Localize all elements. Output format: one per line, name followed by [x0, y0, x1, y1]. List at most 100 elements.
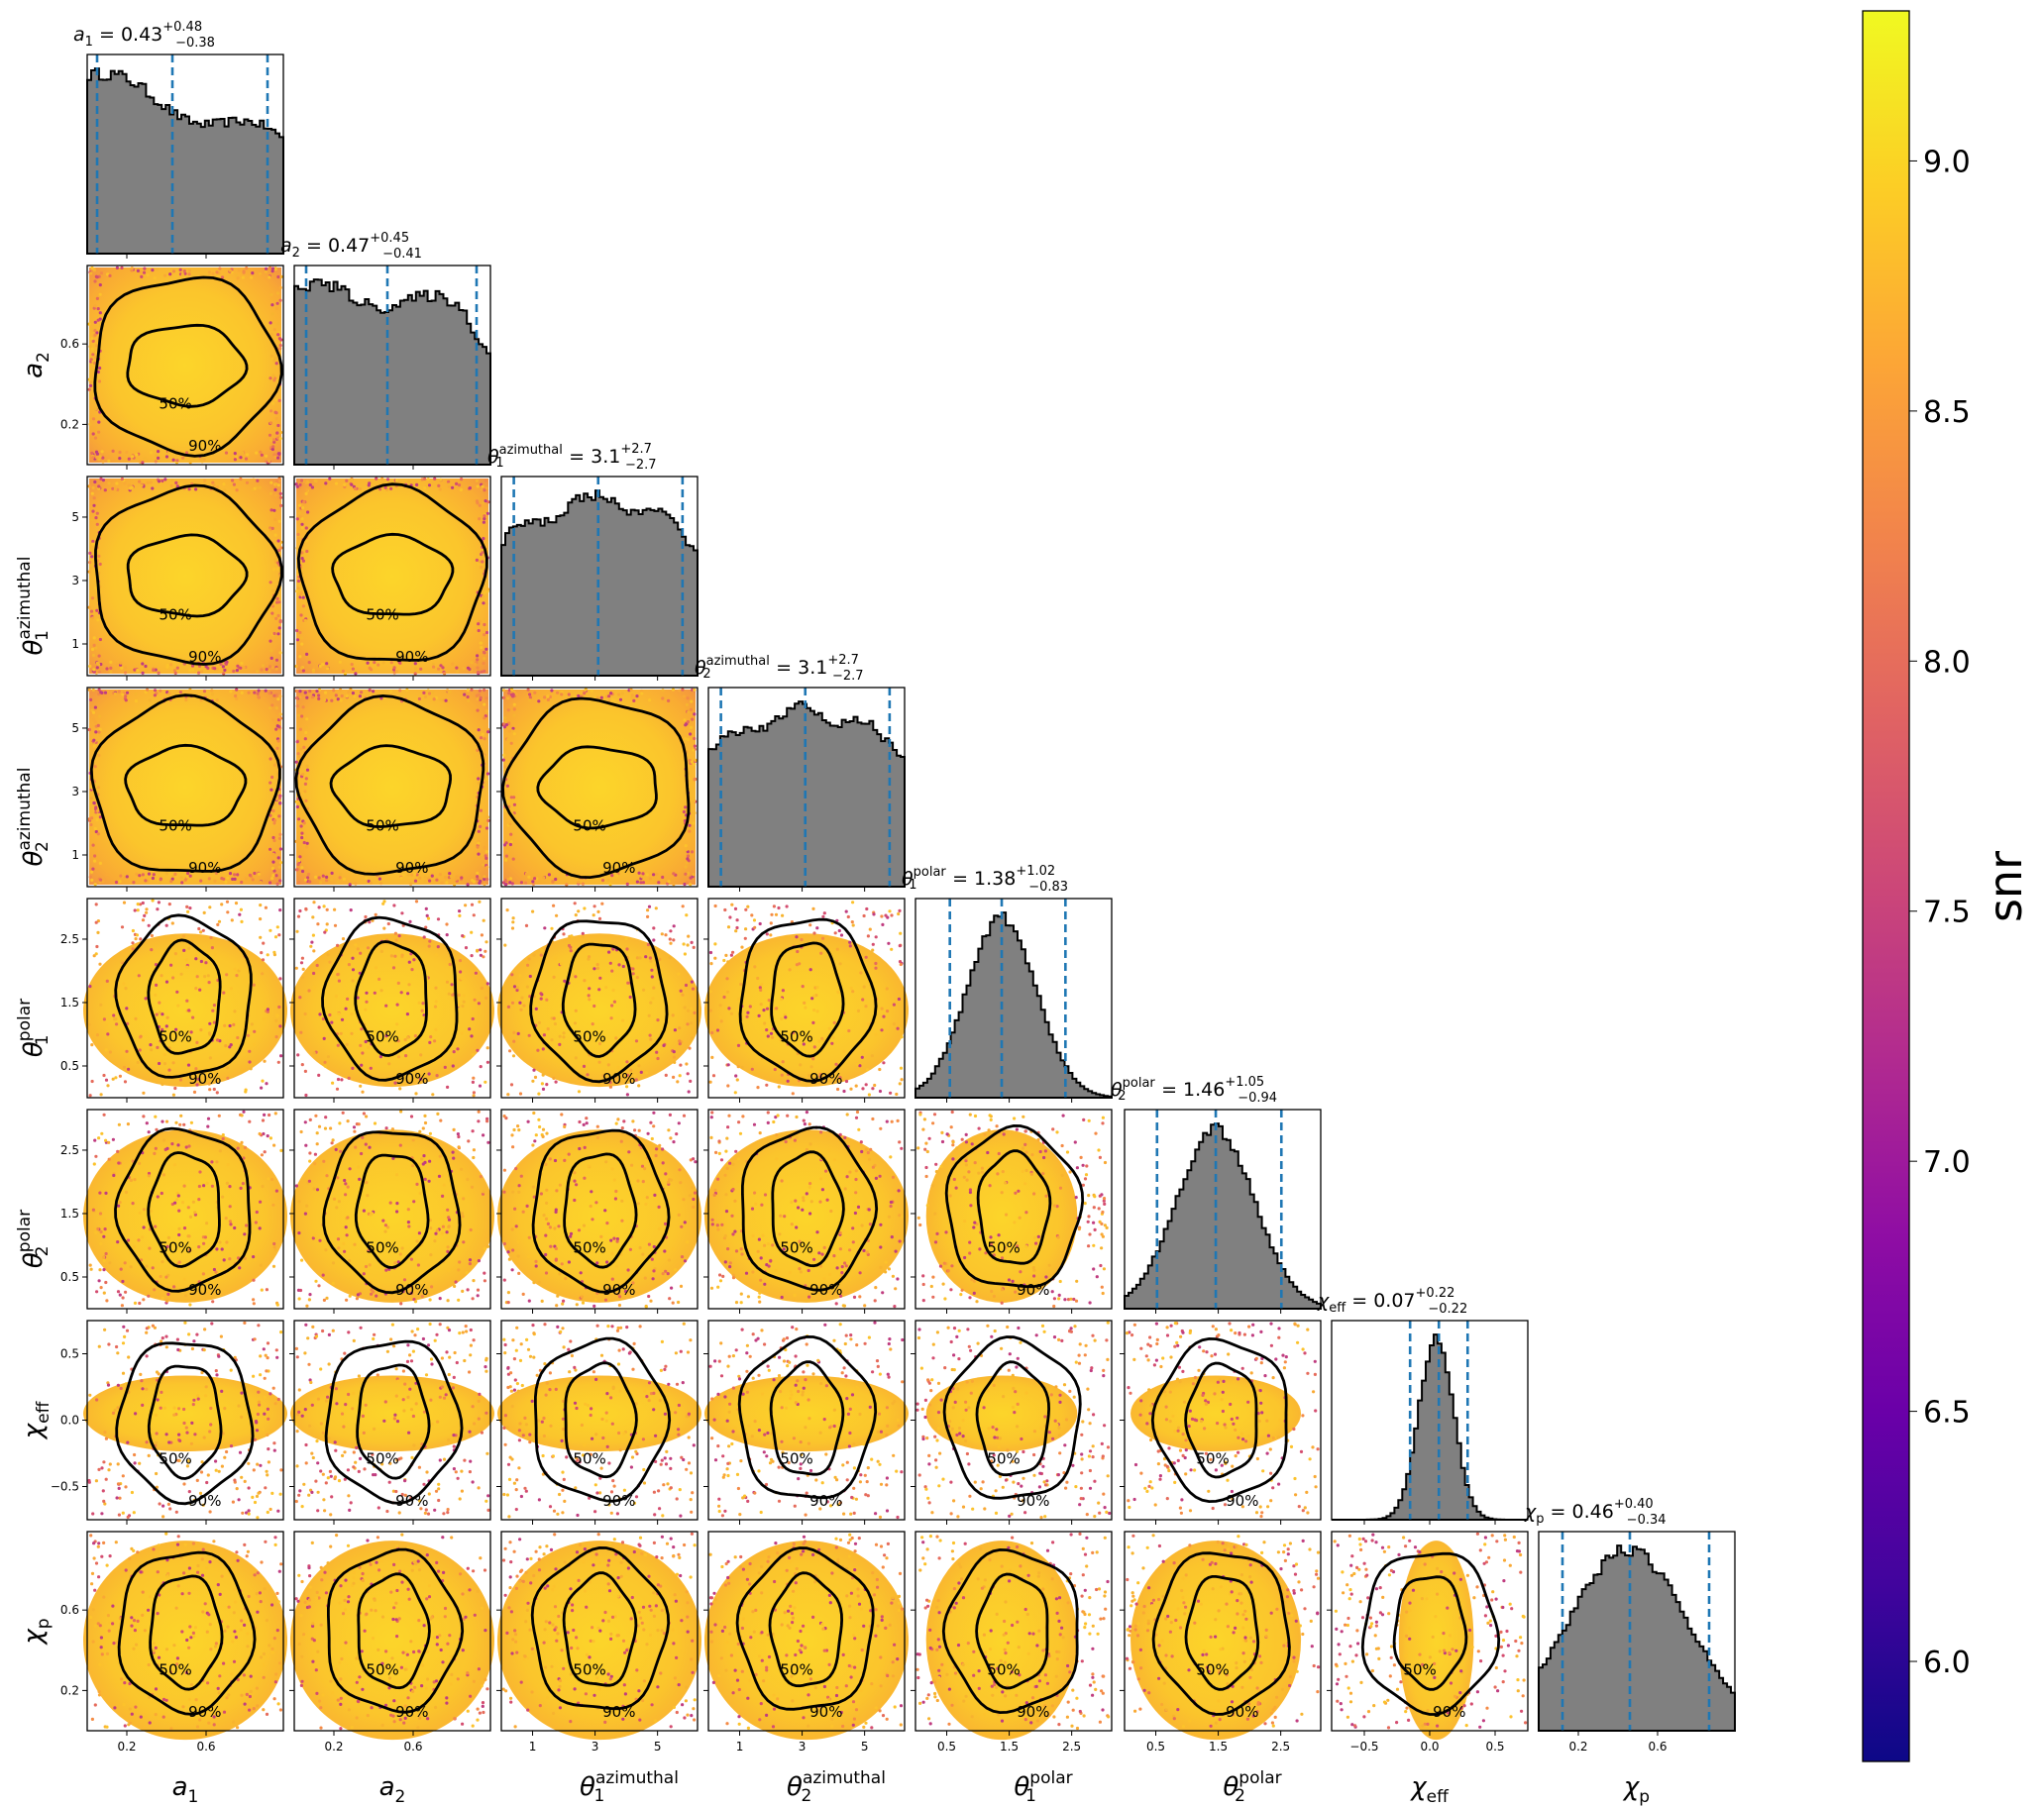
scatter-density: [89, 479, 281, 674]
colorbar: 6.0 6.5 7.0 7.5 8.0 8.5 9.0 snr: [1862, 10, 2032, 1762]
x-axis-label-chi_p: χp: [1622, 1772, 1650, 1807]
x-tick-label: 0.2: [324, 1740, 343, 1754]
contour-90: [735, 1546, 875, 1711]
scatter-chi_eff-vs-theta1_azimuthal: 90% 50%: [496, 1320, 701, 1525]
contour-90: [114, 913, 253, 1079]
contour-label-90: 90%: [188, 1703, 221, 1721]
panel-frame: [293, 898, 491, 1099]
x-tick-label: 1: [736, 1740, 744, 1754]
x-tick-label: 0.6: [196, 1740, 215, 1754]
x-tick-label: −0.5: [1349, 1740, 1378, 1754]
panel-frame: [914, 1531, 1113, 1732]
y-tick-label: 5: [71, 510, 79, 524]
scatter-chi_p-vs-a2: 90% 50% 0.2 0.6: [289, 1531, 494, 1754]
x-tick-label: 1.5: [1209, 1740, 1228, 1754]
panel-frame: [1124, 1109, 1322, 1310]
contour-label-90: 90%: [395, 1281, 428, 1299]
scatter-theta2_polar-vs-theta1_azimuthal: 90% 50%: [496, 1109, 701, 1314]
y-axis-label-a2: a2: [19, 352, 54, 378]
panel-frame: [500, 1109, 699, 1310]
scatter-a2-vs-a1: 90% 50% 0.2 0.6: [60, 265, 284, 470]
histogram-bars: [1538, 1544, 1736, 1732]
histogram-bars: [1332, 1333, 1528, 1521]
scatter-points: [290, 1533, 494, 1741]
contour-90: [117, 1550, 257, 1716]
contour-label-90: 90%: [602, 1703, 635, 1721]
contour-label-50: 50%: [366, 606, 398, 624]
x-axis-label-theta1_azimuthal: θazimuthal 1: [580, 1768, 679, 1806]
contour-label-90: 90%: [395, 1492, 428, 1510]
contour-label-50: 50%: [1196, 1450, 1229, 1468]
contour-90: [114, 1126, 252, 1293]
contour-90: [531, 1128, 671, 1294]
scatter-density: [704, 1129, 909, 1303]
y-tick-label: 0.5: [60, 1059, 79, 1073]
y-tick-label: −0.5: [51, 1480, 79, 1494]
contour-90: [738, 917, 878, 1083]
contour-50: [1184, 1361, 1258, 1479]
scatter-density: [503, 690, 696, 885]
panel-frame: [707, 1109, 906, 1310]
histogram-a2: a2 = 0.47+0.45 −0.41: [280, 231, 491, 470]
y-tick-label: 2.5: [60, 1143, 79, 1157]
panel-frame: [707, 687, 906, 888]
colorbar-tick-label: 6.5: [1923, 1396, 1971, 1431]
contour-label-90: 90%: [1017, 1492, 1049, 1510]
scatter-points: [704, 1110, 909, 1309]
contour-label-50: 50%: [366, 1239, 398, 1257]
panel-frame: [86, 1109, 284, 1310]
panel-title: θazimuthal 2 = 3.1+2.7 −2.7: [695, 653, 864, 684]
contour-50: [126, 533, 249, 618]
y-axis-label-chi_p: χp: [19, 1618, 54, 1646]
scatter-points: [87, 688, 283, 887]
scatter-points: [290, 900, 494, 1098]
y-axis-label-chi_eff: χeff: [19, 1400, 54, 1440]
y-tick-label: 1: [71, 848, 79, 862]
scatter-points: [83, 1321, 287, 1520]
contour-50: [564, 1361, 638, 1479]
scatter-theta1_azimuthal-vs-a1: 90% 50% 1 3 5: [71, 476, 284, 681]
contour-label-90: 90%: [602, 1281, 635, 1299]
scatter-points: [1125, 1322, 1320, 1519]
contour-label-90: 90%: [395, 1070, 428, 1088]
contour-label-50: 50%: [573, 1028, 605, 1046]
contour-90: [321, 915, 459, 1082]
scatter-density: [497, 1375, 701, 1452]
y-axis-label-theta1_polar: θpolar1: [15, 999, 53, 1057]
contour-50: [771, 1150, 845, 1268]
scatter-density: [296, 479, 488, 674]
y-axis-label-theta2_polar: θpolar2: [15, 1210, 53, 1268]
y-tick-label: 1.5: [60, 996, 79, 1010]
contour-50: [975, 1360, 1051, 1477]
contour-90: [529, 919, 669, 1084]
contour-50: [124, 743, 248, 827]
y-tick-label: 5: [71, 721, 79, 735]
contour-label-50: 50%: [366, 1450, 398, 1468]
contour-label-50: 50%: [987, 1661, 1020, 1679]
x-tick-label: 1.5: [1000, 1740, 1019, 1754]
contour-50: [357, 1572, 431, 1690]
histogram-theta2_azimuthal: θazimuthal 2 = 3.1+2.7 −2.7: [695, 653, 906, 892]
x-tick-label: 0.5: [1146, 1740, 1165, 1754]
contour-50: [147, 1151, 221, 1268]
contour-label-90: 90%: [809, 1492, 842, 1510]
contour-90: [1151, 1551, 1291, 1716]
scatter-density: [704, 1375, 909, 1452]
scatter-density: [89, 267, 281, 463]
panel-frame: [86, 265, 284, 466]
scatter-density: [704, 933, 909, 1088]
contour-label-90: 90%: [188, 1281, 221, 1299]
scatter-points: [704, 1321, 909, 1520]
contour-90: [89, 693, 281, 873]
contour-label-50: 50%: [780, 1450, 812, 1468]
histogram-bars: [86, 67, 284, 255]
scatter-theta2_polar-vs-a2: 90% 50%: [289, 1109, 494, 1314]
scatter-chi_p-vs-chi_eff: 90% 50% −0.5 0.0 0.5: [1327, 1531, 1529, 1754]
contour-label-50: 50%: [780, 1239, 812, 1257]
x-axis-label-theta2_polar: θpolar 2: [1223, 1768, 1281, 1806]
contour-label-50: 50%: [573, 1239, 605, 1257]
histogram-bars: [293, 278, 491, 466]
y-tick-label: 0.5: [60, 1347, 79, 1361]
contour-50: [354, 940, 428, 1057]
colorbar-tick-label: 8.0: [1923, 645, 1971, 680]
